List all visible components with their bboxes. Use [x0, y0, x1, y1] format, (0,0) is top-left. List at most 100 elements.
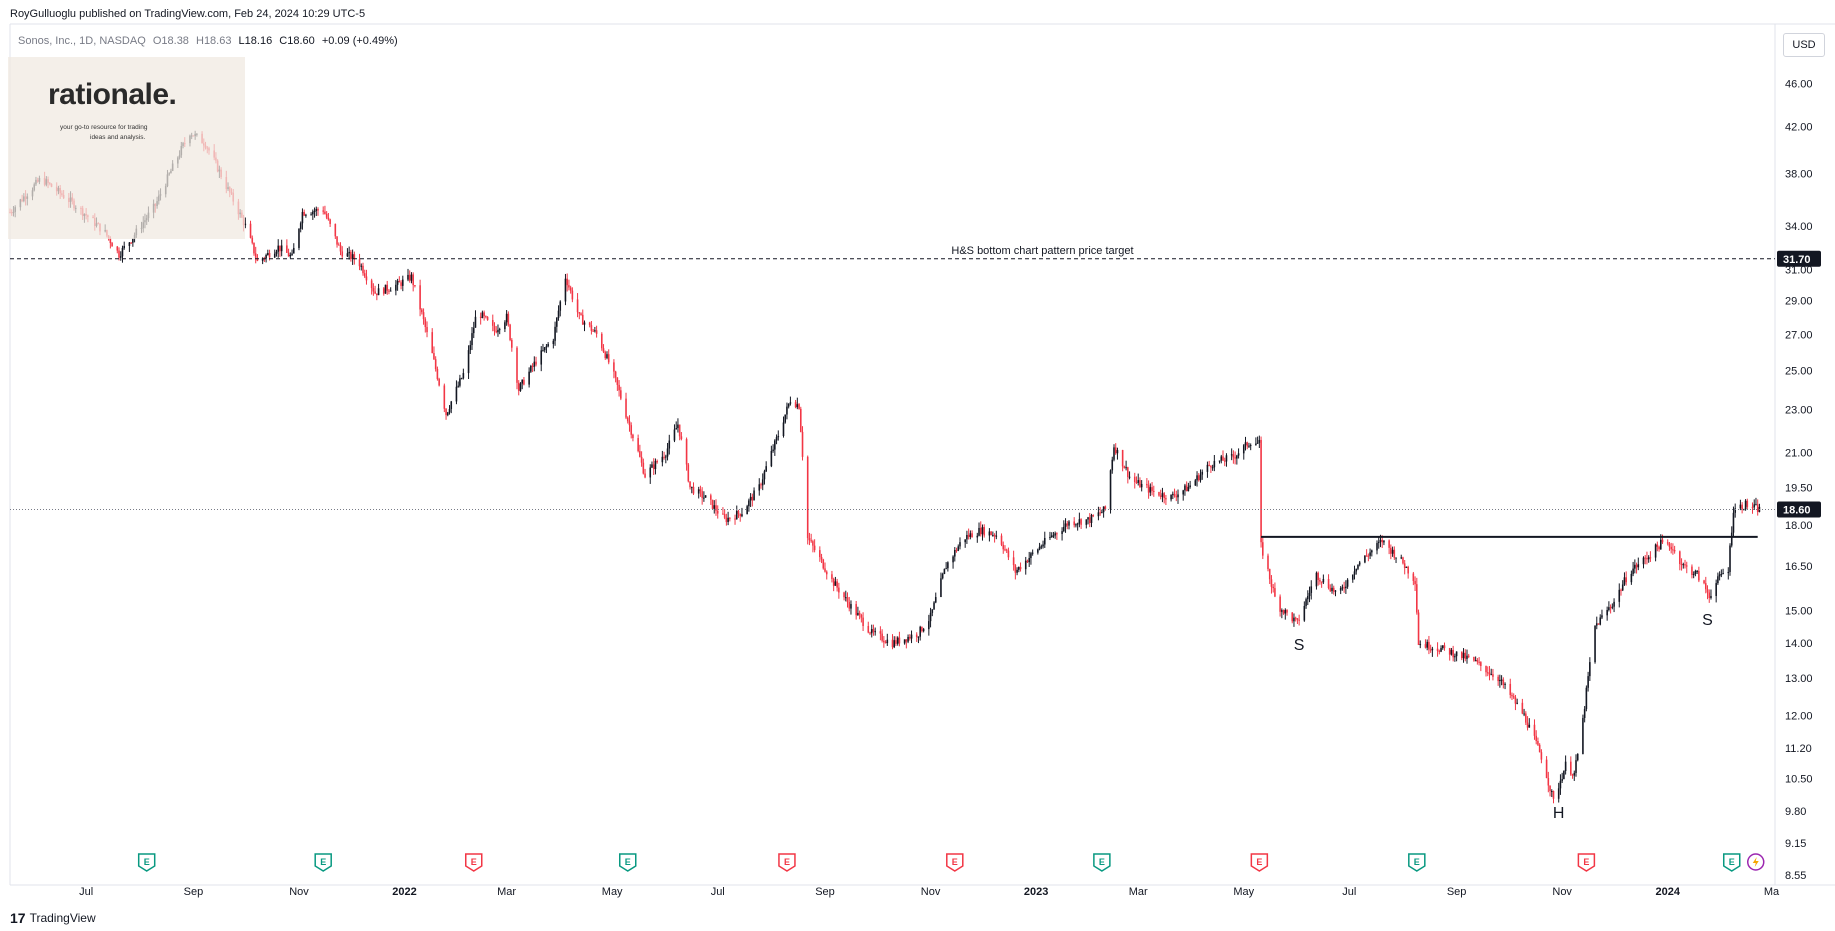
watermark-panel — [8, 57, 245, 239]
candle-body — [957, 546, 960, 551]
candle-body — [244, 223, 247, 226]
candle-body — [701, 491, 703, 498]
svg-text:E: E — [471, 857, 477, 867]
candle-body — [1407, 566, 1409, 574]
candle-body — [1296, 618, 1299, 620]
candle-body — [1682, 564, 1685, 566]
candle-body — [1476, 660, 1479, 662]
candle-body — [1576, 753, 1579, 761]
candle-body — [291, 253, 293, 255]
candle-body — [1618, 589, 1621, 602]
y-tick-label: 46.00 — [1785, 79, 1813, 91]
candle-body — [976, 535, 979, 538]
candle-body — [339, 245, 342, 252]
candle-body — [1206, 464, 1209, 472]
candle-body — [1052, 535, 1055, 537]
candle-body — [1225, 455, 1228, 462]
candle-body — [481, 312, 484, 318]
candle-body — [1161, 493, 1164, 497]
candle-body — [1646, 558, 1648, 560]
candle-body — [292, 247, 295, 254]
earnings-marker-icon[interactable]: E — [314, 853, 332, 872]
candle-body — [1061, 531, 1063, 534]
candle-body — [436, 369, 439, 379]
svg-text:E: E — [1414, 857, 1420, 867]
candle-body — [613, 362, 615, 372]
candle-body — [703, 497, 705, 499]
candle-body — [1755, 504, 1757, 506]
candle-body — [824, 568, 826, 572]
candle-body — [1298, 619, 1300, 621]
candle-body — [1388, 540, 1390, 548]
candle-body — [507, 313, 510, 325]
candle-body — [336, 236, 338, 245]
candle-body — [941, 573, 944, 579]
candle-body — [831, 574, 833, 579]
candle-body — [690, 486, 693, 488]
candle-body — [121, 247, 124, 257]
candle-body — [1064, 523, 1067, 527]
candle-body — [592, 330, 594, 332]
tradingview-logo[interactable]: 17 TradingView — [10, 910, 96, 926]
candle-body — [1630, 573, 1633, 583]
candle-body — [905, 639, 908, 642]
earnings-marker-icon[interactable]: E — [619, 853, 637, 872]
candle-body — [1353, 571, 1356, 575]
earnings-marker-icon[interactable]: E — [464, 853, 483, 872]
candle-body — [1416, 584, 1418, 613]
candle-body — [1460, 651, 1463, 659]
earnings-marker-icon[interactable]: E — [778, 853, 796, 872]
candle-body — [1741, 504, 1743, 510]
candle-body — [1405, 566, 1408, 568]
candle-body — [1127, 467, 1129, 477]
candle-body — [1538, 744, 1541, 753]
candle-body — [1234, 457, 1236, 459]
candle-body — [1729, 545, 1731, 572]
earnings-marker-icon[interactable]: E — [946, 853, 964, 872]
candle-body — [748, 500, 750, 507]
earnings-marker-icon[interactable]: E — [1250, 853, 1269, 872]
candle-body — [751, 496, 754, 501]
candle-body — [363, 273, 366, 277]
candle-body — [981, 527, 984, 535]
candle-body — [711, 499, 714, 509]
candle-body — [1710, 595, 1712, 598]
x-tick-label: Jul — [79, 886, 93, 898]
y-tick-label: 15.00 — [1785, 606, 1813, 618]
candle-body — [1248, 445, 1250, 447]
candle-body — [370, 280, 373, 289]
candle-body — [1696, 570, 1698, 572]
candle-body — [298, 228, 300, 248]
earnings-marker-icon[interactable]: E — [137, 853, 156, 872]
legend-high: H18.63 — [196, 35, 232, 47]
candle-body — [1199, 474, 1202, 481]
currency-button[interactable]: USD — [1783, 33, 1825, 57]
earnings-marker-icon[interactable]: E — [1577, 853, 1596, 872]
candle-body — [1585, 687, 1588, 709]
candle-body — [358, 259, 361, 267]
earnings-marker-icon[interactable]: E — [1408, 853, 1426, 872]
earnings-marker-icon[interactable]: E — [1722, 853, 1741, 872]
svg-text:E: E — [1256, 857, 1262, 867]
candle-body — [846, 597, 849, 603]
candle-body — [1739, 504, 1742, 509]
candle-body — [1345, 586, 1347, 589]
candle-body — [109, 238, 112, 244]
candle-body — [734, 518, 736, 520]
candle-body — [1730, 532, 1733, 546]
candle-body — [1443, 645, 1446, 649]
candle-body — [1523, 713, 1525, 715]
candle-body — [1078, 519, 1081, 524]
candle-body — [1128, 476, 1131, 478]
earnings-marker-icon[interactable]: E — [1093, 853, 1111, 872]
candle-body — [1684, 564, 1686, 566]
candle-body — [895, 640, 897, 644]
svg-text:E: E — [952, 857, 958, 867]
candle-body — [485, 316, 487, 318]
candle-body — [401, 279, 404, 286]
candle-body — [1159, 495, 1162, 497]
candle-body — [1135, 481, 1138, 483]
candle-body — [1147, 485, 1150, 493]
candle-body — [1561, 779, 1563, 781]
